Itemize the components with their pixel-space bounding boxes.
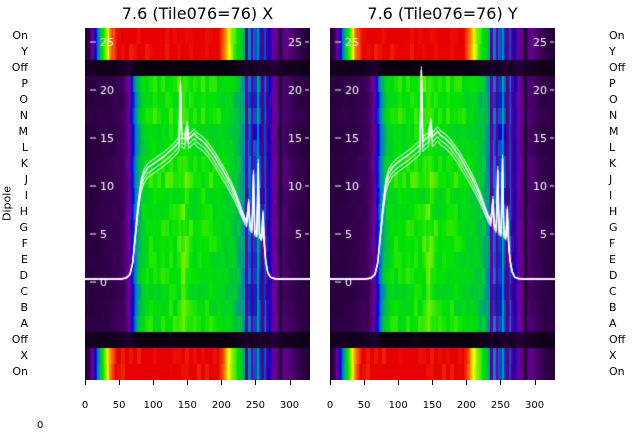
x-tick-label: 50	[358, 400, 371, 411]
panel-title-x: 7.6 (Tile076=76) X	[85, 4, 310, 23]
row-label: K	[2, 156, 28, 172]
row-label: M	[2, 124, 28, 140]
row-label: P	[2, 76, 28, 92]
x-tick-mark	[153, 380, 154, 385]
heatmap-panel-y	[330, 28, 555, 380]
x-tick-mark	[187, 380, 188, 385]
row-label: N	[2, 108, 28, 124]
row-label: Off	[2, 60, 28, 76]
row-label: I	[2, 188, 28, 204]
outer-origin-label: 0	[37, 420, 43, 431]
row-label: O	[609, 92, 635, 108]
row-label: N	[609, 108, 635, 124]
row-label: Off	[609, 332, 635, 348]
row-label: C	[609, 284, 635, 300]
row-label: H	[2, 204, 28, 220]
row-label: A	[609, 316, 635, 332]
row-label: F	[609, 236, 635, 252]
row-label: On	[2, 28, 28, 44]
row-label: B	[2, 300, 28, 316]
x-tick-label: 150	[178, 400, 197, 411]
row-label: J	[2, 172, 28, 188]
row-label: Off	[2, 332, 28, 348]
x-tick-mark	[85, 380, 86, 385]
row-label: D	[2, 268, 28, 284]
row-label: B	[609, 300, 635, 316]
figure: 7.6 (Tile076=76) X 7.6 (Tile076=76) Y Di…	[0, 0, 640, 440]
x-tick-label: 0	[327, 400, 333, 411]
row-label: X	[609, 348, 635, 364]
x-tick-mark	[535, 380, 536, 385]
row-label: On	[609, 364, 635, 380]
x-tick-mark	[432, 380, 433, 385]
x-tick-label: 0	[82, 400, 88, 411]
row-label: Y	[609, 44, 635, 60]
row-label: X	[2, 348, 28, 364]
x-tick-mark	[255, 380, 256, 385]
row-label: H	[609, 204, 635, 220]
x-tick-label: 100	[144, 400, 163, 411]
row-label: On	[2, 364, 28, 380]
heatmap-panel-x	[85, 28, 310, 380]
x-tick-label: 200	[457, 400, 476, 411]
row-label: K	[609, 156, 635, 172]
x-tick-label: 100	[389, 400, 408, 411]
row-label: O	[2, 92, 28, 108]
x-tick-mark	[330, 380, 331, 385]
row-label: E	[609, 252, 635, 268]
row-label: E	[2, 252, 28, 268]
x-tick-mark	[466, 380, 467, 385]
row-label: F	[2, 236, 28, 252]
row-label: L	[609, 140, 635, 156]
x-tick-label: 300	[525, 400, 544, 411]
row-label: A	[2, 316, 28, 332]
row-label: Y	[2, 44, 28, 60]
row-label: G	[2, 220, 28, 236]
x-tick-label: 250	[491, 400, 510, 411]
x-tick-mark	[119, 380, 120, 385]
row-label: M	[609, 124, 635, 140]
x-tick-mark	[364, 380, 365, 385]
row-label: G	[609, 220, 635, 236]
x-tick-label: 250	[246, 400, 265, 411]
row-label: P	[609, 76, 635, 92]
x-tick-label: 150	[423, 400, 442, 411]
row-label: On	[609, 28, 635, 44]
x-tick-label: 50	[113, 400, 126, 411]
x-tick-mark	[290, 380, 291, 385]
x-tick-label: 200	[212, 400, 231, 411]
x-tick-label: 300	[280, 400, 299, 411]
row-label: Off	[609, 60, 635, 76]
dipole-row-labels-right: OnYOffPONMLKJIHGFEDCBAOffXOn	[609, 28, 635, 380]
x-tick-mark	[221, 380, 222, 385]
row-label: C	[2, 284, 28, 300]
row-label: J	[609, 172, 635, 188]
dipole-row-labels-left: OnYOffPONMLKJIHGFEDCBAOffXOn	[2, 28, 28, 380]
panel-title-y: 7.6 (Tile076=76) Y	[330, 4, 555, 23]
row-label: D	[609, 268, 635, 284]
row-label: I	[609, 188, 635, 204]
x-tick-mark	[500, 380, 501, 385]
x-tick-mark	[398, 380, 399, 385]
row-label: L	[2, 140, 28, 156]
